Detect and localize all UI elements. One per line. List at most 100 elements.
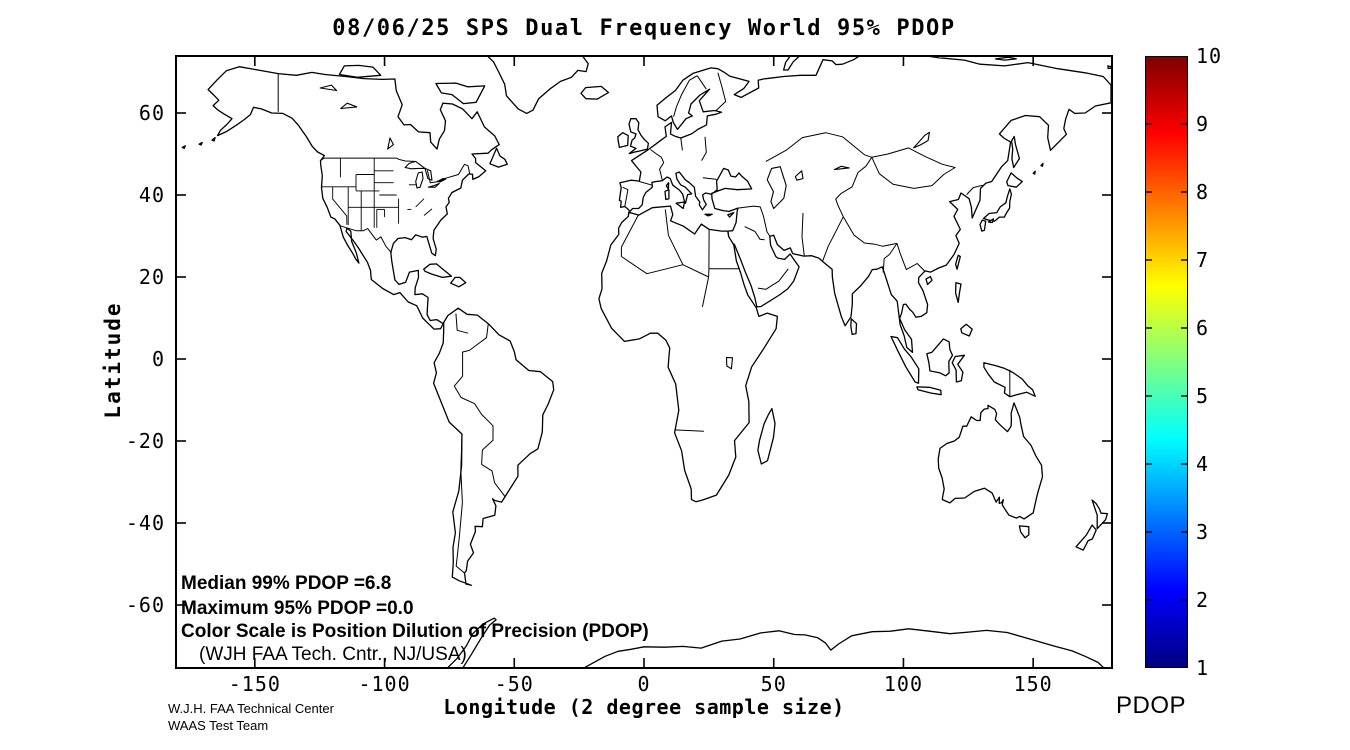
map-plot-area[interactable]: Median 99% PDOP =6.8 Maximum 95% PDOP =0… xyxy=(175,55,1113,669)
country-border xyxy=(455,433,465,574)
colorbar-tick-label: 8 xyxy=(1196,180,1210,204)
land-outline xyxy=(937,402,1044,520)
country-border xyxy=(842,216,898,247)
land-outline xyxy=(1107,65,1111,69)
land-outline xyxy=(1018,525,1030,539)
country-border xyxy=(702,177,717,180)
lake-outline xyxy=(340,102,358,110)
land-outline xyxy=(926,338,954,377)
x-tick-label: 50 xyxy=(760,672,787,696)
x-tick-label: 0 xyxy=(637,672,651,696)
x-tick-label: 100 xyxy=(883,672,923,696)
colorbar-tick-label: 10 xyxy=(1196,44,1223,68)
country-border xyxy=(664,209,669,236)
footer-line1: W.J.H. FAA Technical Center xyxy=(168,701,334,716)
annotation-median-pdop: Median 99% PDOP =6.8 xyxy=(181,573,392,594)
colorbar-tick-label: 3 xyxy=(1196,520,1210,544)
country-border xyxy=(737,205,771,237)
annotation-maximum-pdop: Maximum 95% PDOP =0.0 xyxy=(181,598,414,619)
y-tick-label: -60 xyxy=(125,593,165,617)
land-outline xyxy=(1091,499,1109,530)
land-outline xyxy=(1006,172,1023,188)
country-border xyxy=(340,225,392,254)
land-outline xyxy=(447,617,497,667)
land-outline xyxy=(584,628,1104,667)
colorbar-label: PDOP xyxy=(1116,692,1187,719)
country-border xyxy=(674,429,704,432)
y-tick-label: 20 xyxy=(138,265,165,289)
country-border xyxy=(620,214,639,248)
land-outline xyxy=(423,263,453,279)
country-border xyxy=(871,147,956,189)
land-outline xyxy=(979,219,987,232)
land-outline xyxy=(925,275,933,286)
y-tick-label: 60 xyxy=(138,101,165,125)
land-outline xyxy=(951,354,966,383)
country-border xyxy=(696,75,707,90)
land-outline xyxy=(664,189,670,201)
land-outline xyxy=(782,57,800,71)
land-outline xyxy=(618,57,1111,354)
annotation-wjh-faa: (WJH FAA Tech. Cntr., NJ/USA) xyxy=(199,644,467,665)
country-border xyxy=(639,181,653,186)
y-tick-label: 0 xyxy=(151,347,165,371)
land-outline xyxy=(1075,524,1097,551)
country-border xyxy=(701,136,707,161)
x-tick-label: -100 xyxy=(358,672,411,696)
land-outline xyxy=(432,307,555,586)
lake-outline xyxy=(427,182,440,188)
colorbar-tick-label: 7 xyxy=(1196,248,1210,272)
us-state-border xyxy=(423,208,433,216)
land-outline xyxy=(850,318,858,336)
land-outline xyxy=(675,201,686,210)
us-state-border xyxy=(415,198,425,208)
colorbar-tick-label: 2 xyxy=(1196,588,1210,612)
colorbar-ticks xyxy=(1145,123,1188,601)
country-border xyxy=(835,157,873,217)
land-outline xyxy=(435,82,486,105)
country-border xyxy=(396,157,415,162)
land-outline xyxy=(450,276,467,288)
land-outline xyxy=(338,64,382,78)
colorbar-tick-label: 5 xyxy=(1196,384,1210,408)
country-border xyxy=(622,186,629,207)
land-outline xyxy=(665,182,670,190)
land-outline xyxy=(757,407,776,465)
land-outline xyxy=(960,323,973,337)
y-tick-label: -40 xyxy=(125,511,165,535)
country-border xyxy=(715,72,727,111)
x-tick-label: 150 xyxy=(1013,672,1053,696)
land-outline xyxy=(954,282,962,304)
x-tick-label: -150 xyxy=(228,672,281,696)
land-outline xyxy=(598,205,779,503)
land-outline xyxy=(207,66,500,330)
land-outline xyxy=(994,57,1017,61)
land-outline xyxy=(580,85,610,100)
annotation-color-scale: Color Scale is Position Dilution of Prec… xyxy=(181,621,649,642)
land-outline xyxy=(198,141,203,146)
us-state-border xyxy=(332,186,348,225)
land-outline xyxy=(1010,135,1021,169)
country-border xyxy=(801,212,805,257)
land-outline xyxy=(181,145,186,149)
colorbar-tick-label: 1 xyxy=(1196,656,1210,680)
footer-credit: W.J.H. FAA Technical Center WAAS Test Te… xyxy=(168,700,334,734)
country-border xyxy=(822,216,844,262)
country-border xyxy=(966,184,983,195)
country-border xyxy=(744,226,765,241)
country-border xyxy=(426,163,471,184)
lake-outline xyxy=(833,165,850,171)
lake-outline xyxy=(794,170,804,181)
land-outline xyxy=(704,213,713,217)
land-outline xyxy=(489,147,508,168)
land-outline xyxy=(211,136,216,142)
land-outline xyxy=(890,335,920,384)
world-map-canvas xyxy=(177,57,1111,667)
country-border xyxy=(882,243,898,273)
land-outline xyxy=(982,188,1013,222)
land-outline xyxy=(916,386,942,396)
country-border xyxy=(701,276,710,308)
x-axis-label: Longitude (2 degree sample size) xyxy=(443,695,845,719)
lake-outline xyxy=(725,356,734,370)
land-outline xyxy=(487,57,589,115)
